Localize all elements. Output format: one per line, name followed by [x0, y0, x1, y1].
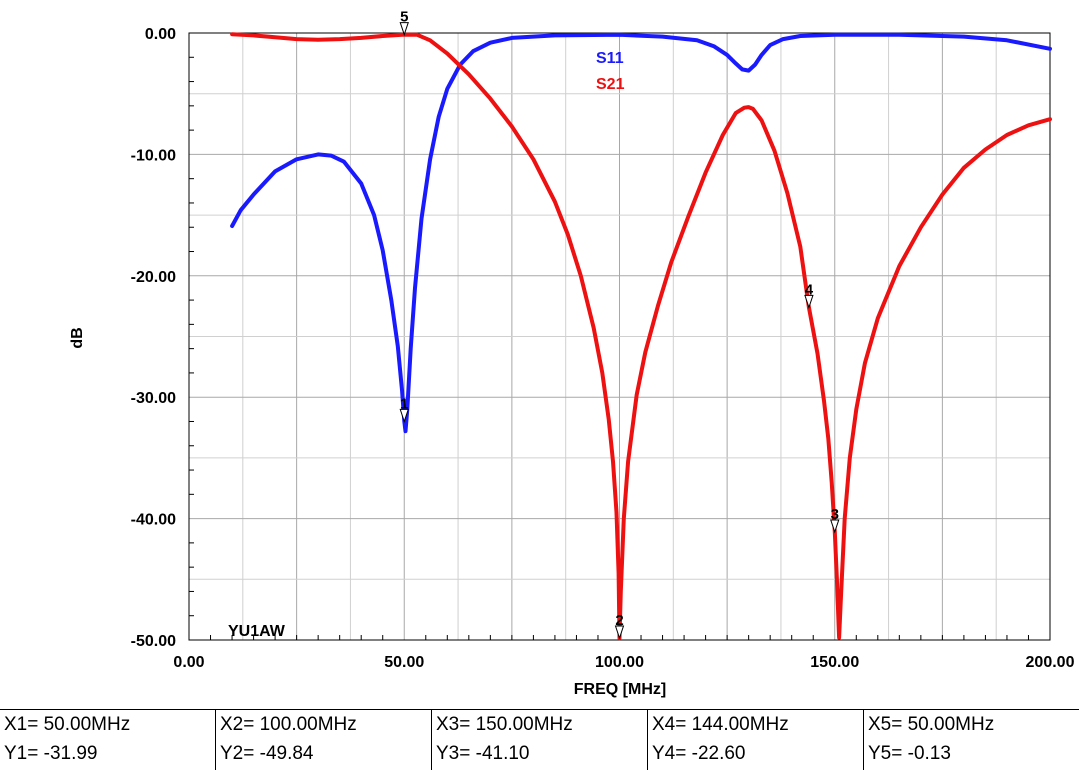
marker-4-label: 4	[805, 281, 814, 298]
marker-3-y: Y3= -41.10	[436, 743, 530, 764]
marker-5-triangle	[399, 22, 409, 37]
y-tick-label: -20.00	[131, 269, 176, 286]
x-axis-title: FREQ [MHz]	[574, 681, 666, 698]
y-tick-label: -30.00	[131, 390, 176, 407]
marker-5-y: Y5= -0.13	[868, 743, 951, 764]
marker-cell-5: X5= 50.00MHz Y5= -0.13	[864, 710, 1079, 770]
marker-5-x: X5= 50.00MHz	[868, 714, 995, 735]
series-layer	[230, 32, 1052, 641]
series-line-s11	[230, 32, 1052, 434]
y-axis-title: dB	[69, 327, 86, 348]
marker-1-y: Y1= -31.99	[4, 743, 98, 764]
legend-entry-s11: S11	[596, 50, 624, 67]
marker-3-x: X3= 150.00MHz	[436, 714, 573, 735]
marker-readout-table: X1= 50.00MHz Y1= -31.99 X2= 100.00MHz Y2…	[0, 709, 1079, 770]
marker-cell-2: X2= 100.00MHz Y2= -49.84	[216, 710, 432, 770]
marker-4-triangle	[804, 294, 814, 309]
marker-5-label: 5	[400, 9, 408, 26]
marker-1-label: 1	[400, 395, 408, 412]
author-annotation: YU1AW	[228, 623, 286, 640]
x-tick-label: 150.00	[810, 654, 859, 671]
x-tick-label: 200.00	[1026, 654, 1075, 671]
marker-cell-4: X4= 144.00MHz Y4= -22.60	[648, 710, 864, 770]
y-tick-label: -50.00	[131, 633, 176, 650]
s-parameter-chart: 0.00 50.00 100.00 150.00 200.00 0.00 -10.00 -20…	[69, 9, 1075, 698]
marker-2-y: Y2= -49.84	[220, 743, 314, 764]
marker-3-triangle	[830, 519, 840, 534]
marker-2-label: 2	[615, 612, 623, 629]
marker-cell-1: X1= 50.00MHz Y1= -31.99	[0, 710, 216, 770]
x-tick-label: 50.00	[384, 654, 424, 671]
marker-3-label: 3	[831, 506, 839, 523]
marker-4-x: X4= 144.00MHz	[652, 714, 789, 735]
marker-layer: 1 2 3 4 5	[399, 9, 840, 640]
legend-entry-s21: S21	[596, 76, 625, 93]
marker-2-triangle	[614, 625, 625, 640]
y-tick-label: 0.00	[145, 26, 176, 43]
marker-cell-3: X3= 150.00MHz Y3= -41.10	[432, 710, 648, 770]
marker-4-y: Y4= -22.60	[652, 743, 746, 764]
x-tick-label: 100.00	[595, 654, 644, 671]
y-tick-label: -10.00	[131, 147, 176, 164]
marker-1-x: X1= 50.00MHz	[4, 714, 131, 735]
marker-1-triangle	[399, 408, 409, 423]
series-line-s21	[230, 32, 1052, 641]
y-tick-label: -40.00	[131, 512, 176, 529]
marker-2-x: X2= 100.00MHz	[220, 714, 357, 735]
x-tick-label: 0.00	[173, 654, 204, 671]
plot-axes: 0.00 50.00 100.00 150.00 200.00 0.00 -10.00 -20…	[131, 26, 1075, 671]
legend: S11 S21	[596, 50, 625, 93]
